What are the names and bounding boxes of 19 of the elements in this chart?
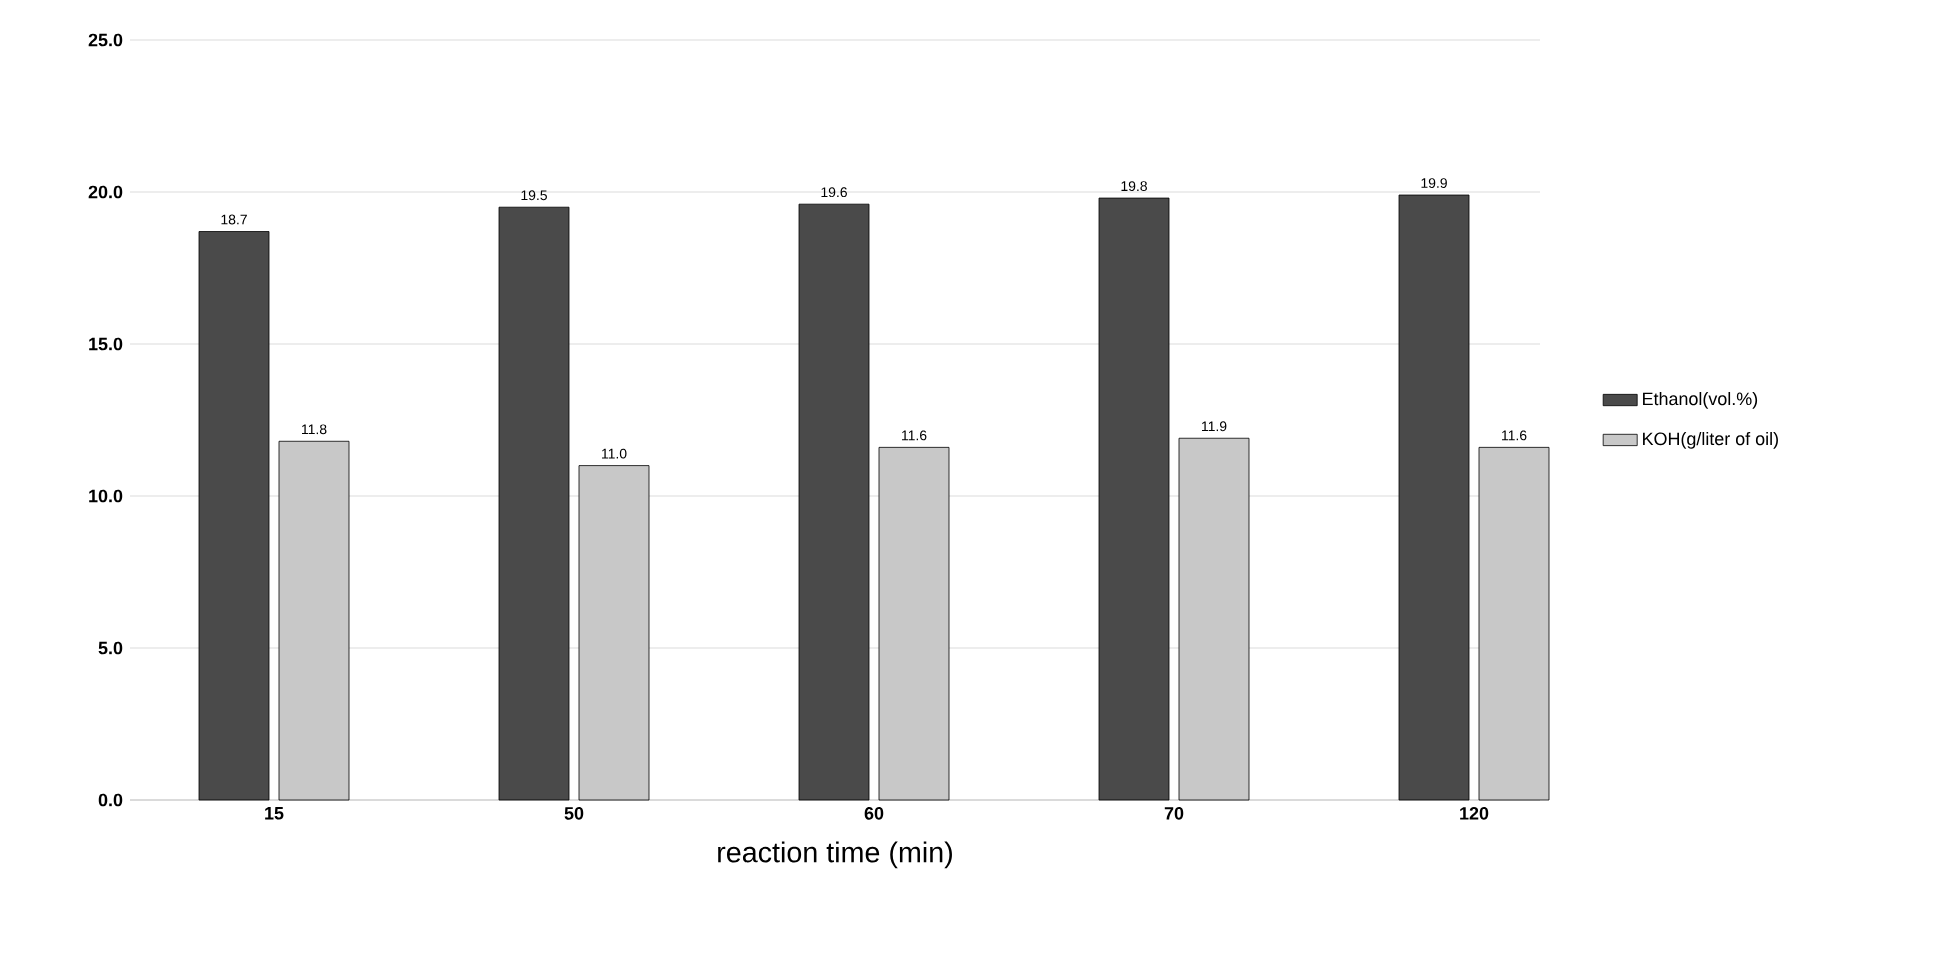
x-tick-label: 50 — [564, 807, 584, 820]
bar — [798, 203, 870, 801]
bar — [1098, 197, 1170, 801]
y-tick-label: 15.0 — [89, 337, 123, 351]
y-tick-label: 10.0 — [89, 489, 123, 503]
x-tick-label: 120 — [1460, 807, 1489, 820]
y-tick-label: 25.0 — [88, 33, 123, 47]
legend-label: Ethanol(vol.%) — [1643, 392, 1758, 409]
x-tick-label: 70 — [1164, 807, 1184, 820]
y-tick-label: 20.0 — [88, 185, 123, 199]
y-tick-label: 5.0 — [98, 641, 123, 655]
x-axis-title: reaction time (min) — [718, 841, 952, 869]
legend-label: KOH(g/liter of oil) — [1643, 431, 1778, 449]
bar — [498, 206, 570, 801]
bar — [1398, 194, 1470, 801]
bar — [198, 231, 270, 801]
x-tick-label: 15 — [265, 807, 284, 820]
y-tick-label: 0.0 — [98, 793, 123, 807]
x-tick-label: 60 — [864, 807, 884, 820]
